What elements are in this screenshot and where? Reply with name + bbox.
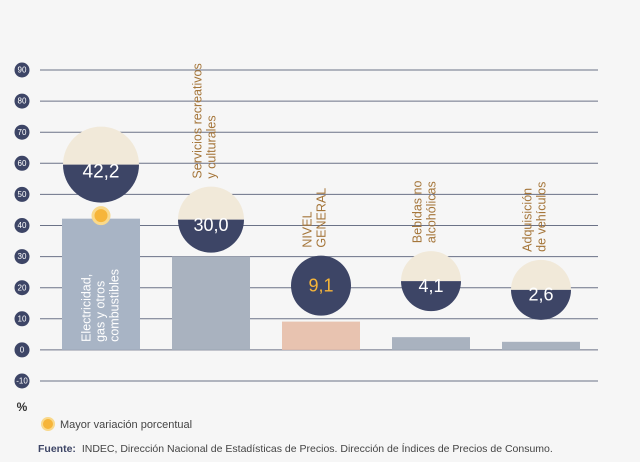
category-line: de vehículos xyxy=(534,182,548,252)
category-line: NIVEL xyxy=(300,211,314,247)
y-tick-label: 10 xyxy=(18,314,27,323)
y-tick-label: 20 xyxy=(18,283,27,292)
y-tick-badge xyxy=(14,342,30,358)
y-tick-badge xyxy=(14,311,30,327)
category-line: GENERAL xyxy=(314,188,328,248)
value-label: 9,1 xyxy=(308,275,333,295)
badge-bottom xyxy=(511,289,571,320)
category-line: Adquisición xyxy=(520,188,534,252)
source-text: INDEC, Dirección Nacional de Estadística… xyxy=(82,442,553,455)
bar xyxy=(392,337,470,350)
y-tick-label: 40 xyxy=(18,221,27,230)
y-tick-label: 90 xyxy=(18,66,27,75)
category-line: y culturales xyxy=(204,115,218,178)
max-marker xyxy=(91,206,111,226)
category-line: Electricidad, xyxy=(79,274,93,342)
y-tick-badge xyxy=(14,280,30,296)
y-tick-label: 30 xyxy=(18,252,27,261)
value-label: 2,6 xyxy=(528,285,553,305)
y-tick-badge xyxy=(14,62,30,78)
category-line: Bebidas no xyxy=(410,181,424,244)
value-label: 42,2 xyxy=(83,161,120,182)
source: Fuente: INDEC, Dirección Nacional de Est… xyxy=(38,442,553,455)
y-tick-label: -10 xyxy=(16,377,28,386)
y-tick-badge xyxy=(14,186,30,202)
legend-icon xyxy=(41,417,55,431)
category-label: Adquisición de vehículos xyxy=(520,182,548,252)
y-tick-label: 50 xyxy=(18,190,27,199)
category-line: gas y otros xyxy=(93,281,107,342)
y-tick-label: 70 xyxy=(18,128,27,137)
badge-top xyxy=(178,186,244,220)
category-line: alcohólicas xyxy=(424,181,438,243)
y-tick-badge xyxy=(14,93,30,109)
bar xyxy=(62,218,140,350)
y-tick-badge xyxy=(14,218,30,233)
y-tick-badge xyxy=(14,249,30,265)
category-label: NIVEL GENERAL xyxy=(300,188,328,248)
badge-bottom xyxy=(291,255,351,316)
value-label: 30,0 xyxy=(193,215,228,235)
badge-top xyxy=(63,126,139,165)
badge-bottom xyxy=(63,164,139,203)
category-line: combustibles xyxy=(107,269,121,342)
y-tick-badge xyxy=(14,124,30,140)
bar xyxy=(502,341,580,350)
badge-bottom xyxy=(401,281,461,312)
y-unit: % xyxy=(17,400,28,414)
y-tick-badge xyxy=(14,373,30,389)
y-tick-badge xyxy=(14,155,30,171)
y-tick-label: 60 xyxy=(18,159,27,168)
badge-top xyxy=(511,259,571,290)
y-tick-label: 0 xyxy=(20,346,25,355)
category-label: Servicios recreativos y culturales xyxy=(190,63,218,178)
bar xyxy=(282,321,360,350)
value-label: 4,1 xyxy=(418,276,443,296)
legend-label: Mayor variación porcentual xyxy=(60,419,192,431)
badge-bottom xyxy=(178,219,244,253)
category-line: Servicios recreativos xyxy=(190,63,204,178)
badge-top xyxy=(401,251,461,282)
category-label: Electricidad, gas y otros combustibles xyxy=(79,269,121,342)
bar xyxy=(172,256,250,350)
source-label: Fuente: xyxy=(38,443,76,455)
category-label: Bebidas no alcohólicas xyxy=(410,181,438,244)
y-tick-label: 80 xyxy=(18,97,27,106)
